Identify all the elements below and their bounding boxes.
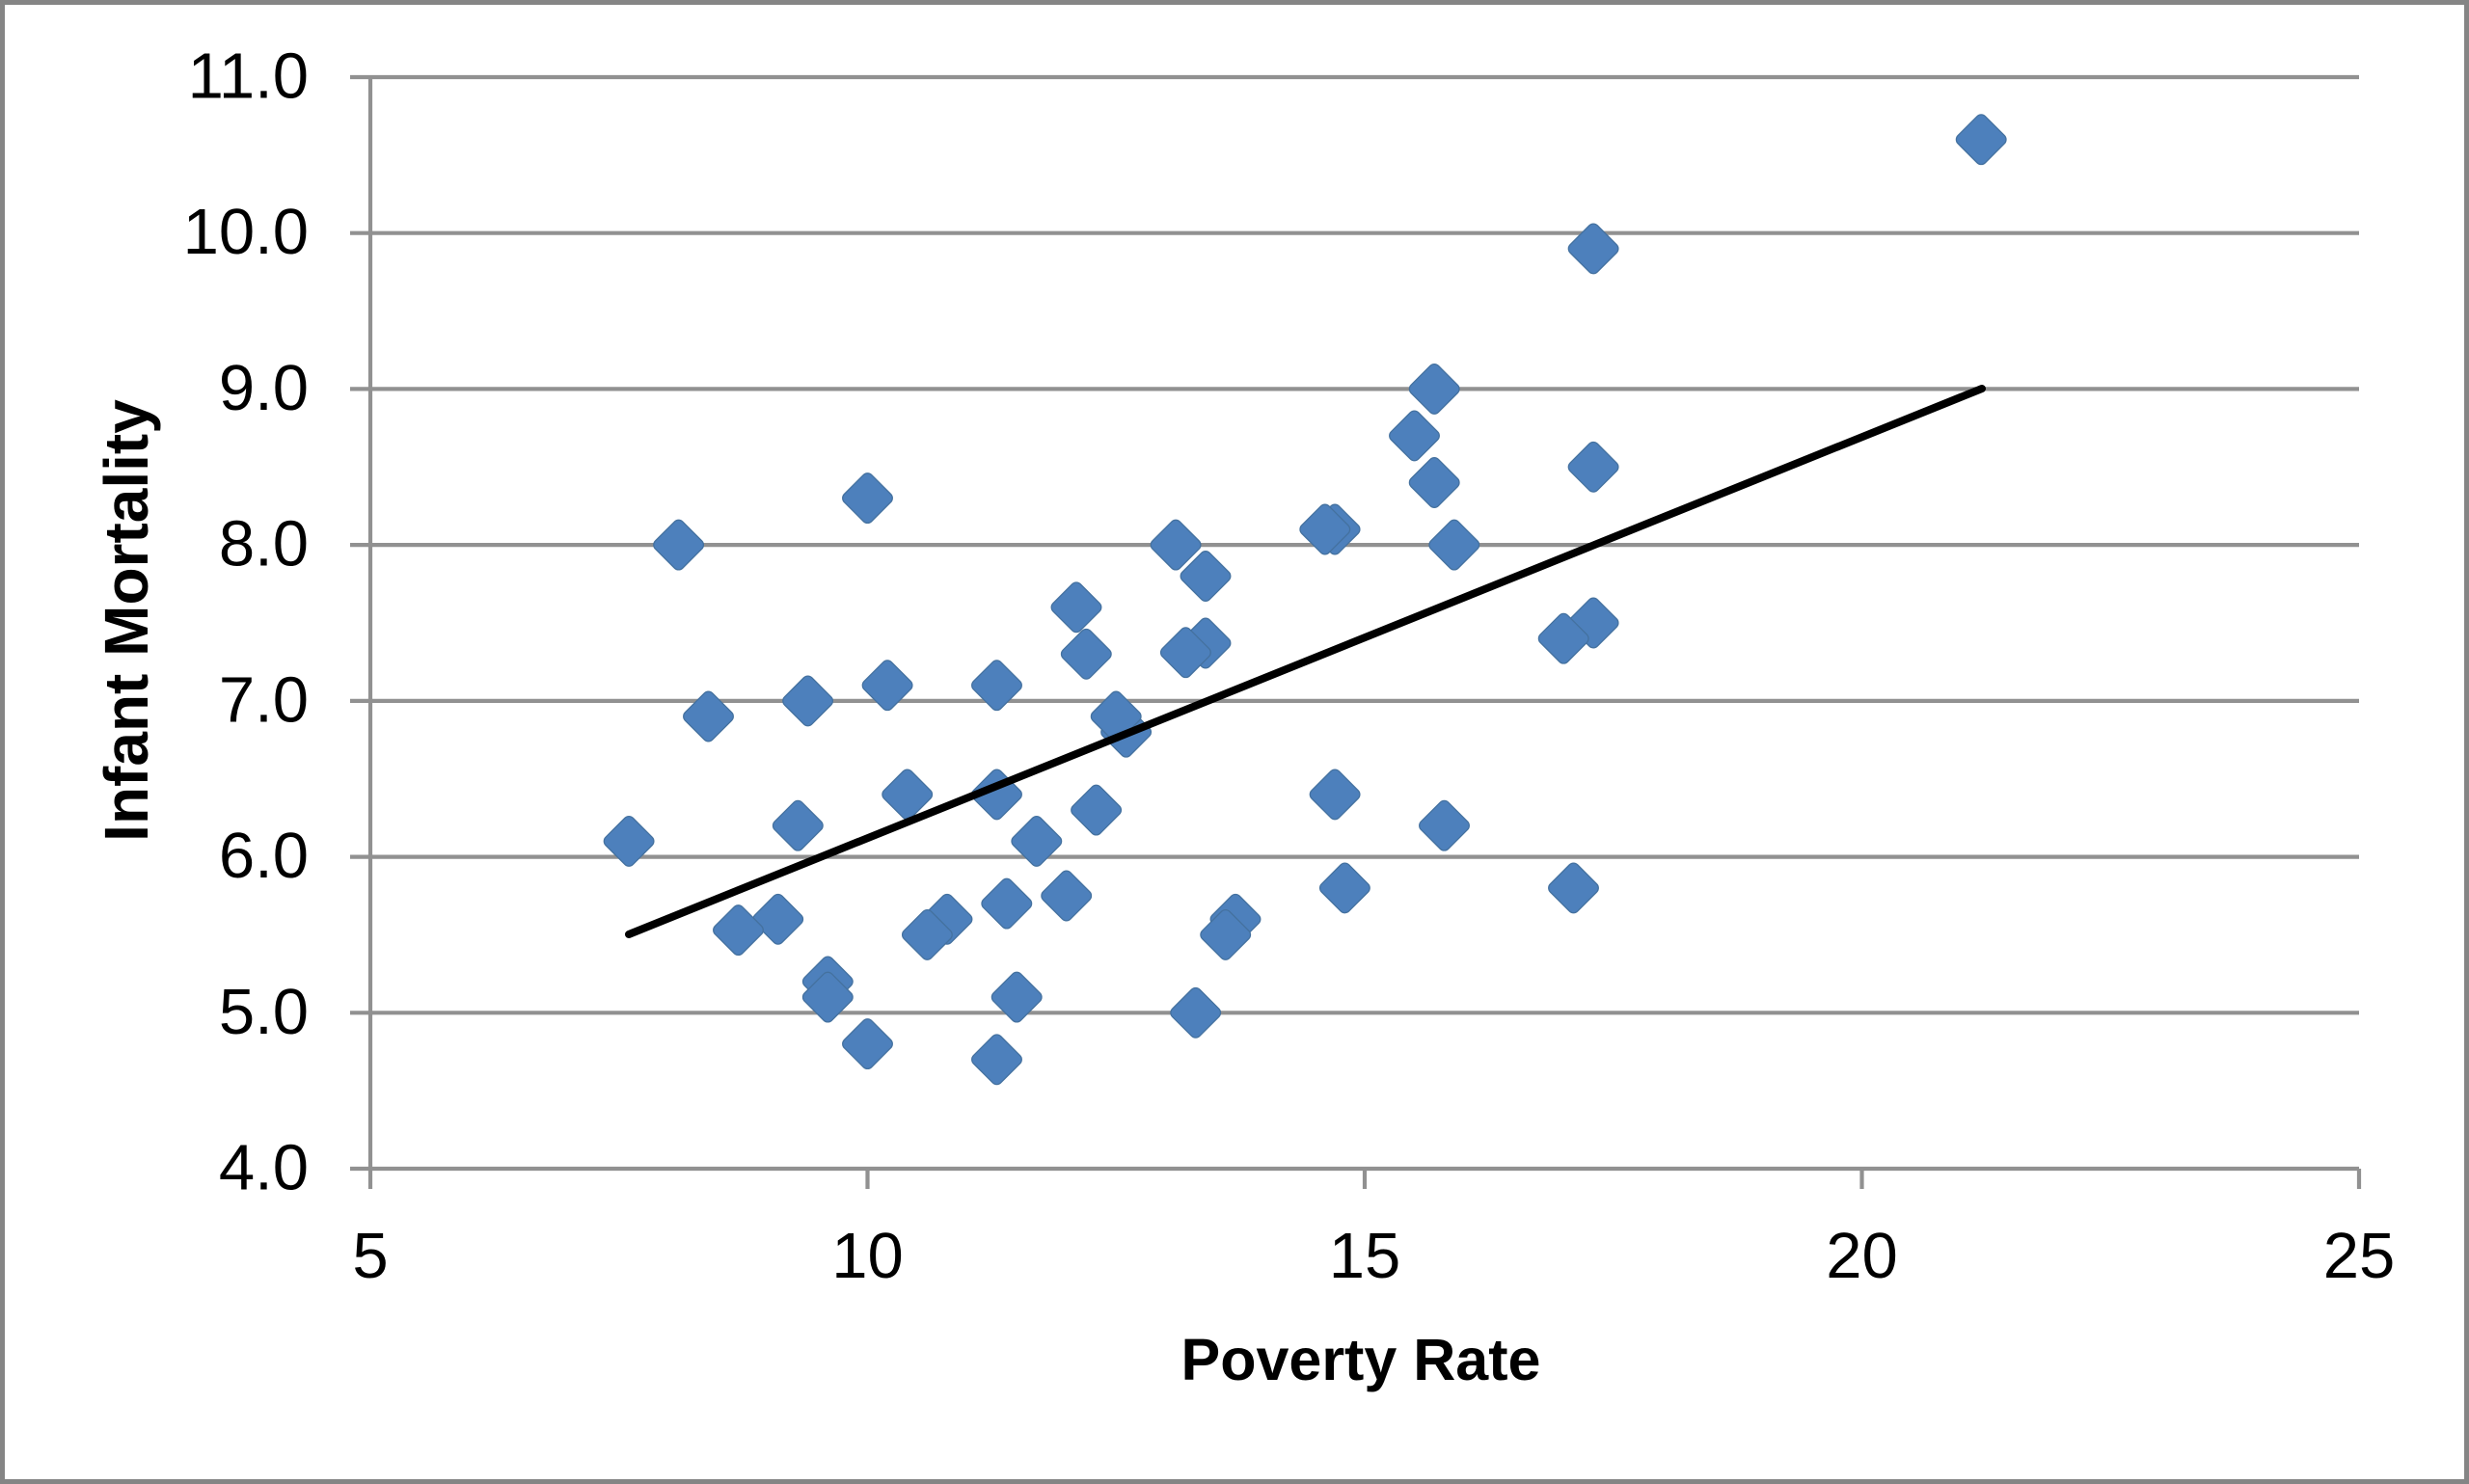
svg-text:25: 25: [2323, 1220, 2396, 1292]
svg-text:5: 5: [352, 1220, 388, 1292]
svg-text:Poverty Rate: Poverty Rate: [1181, 1327, 1541, 1392]
svg-text:9.0: 9.0: [219, 352, 309, 424]
svg-text:6.0: 6.0: [219, 820, 309, 892]
svg-text:10: 10: [831, 1220, 904, 1292]
svg-text:7.0: 7.0: [219, 663, 309, 736]
svg-text:Infant Mortality: Infant Mortality: [92, 399, 161, 842]
svg-text:20: 20: [1826, 1220, 1898, 1292]
svg-text:15: 15: [1329, 1220, 1401, 1292]
svg-text:10.0: 10.0: [183, 196, 309, 268]
svg-text:8.0: 8.0: [219, 508, 309, 580]
svg-text:4.0: 4.0: [219, 1132, 309, 1204]
svg-text:11.0: 11.0: [188, 40, 309, 113]
svg-text:5.0: 5.0: [219, 976, 309, 1048]
